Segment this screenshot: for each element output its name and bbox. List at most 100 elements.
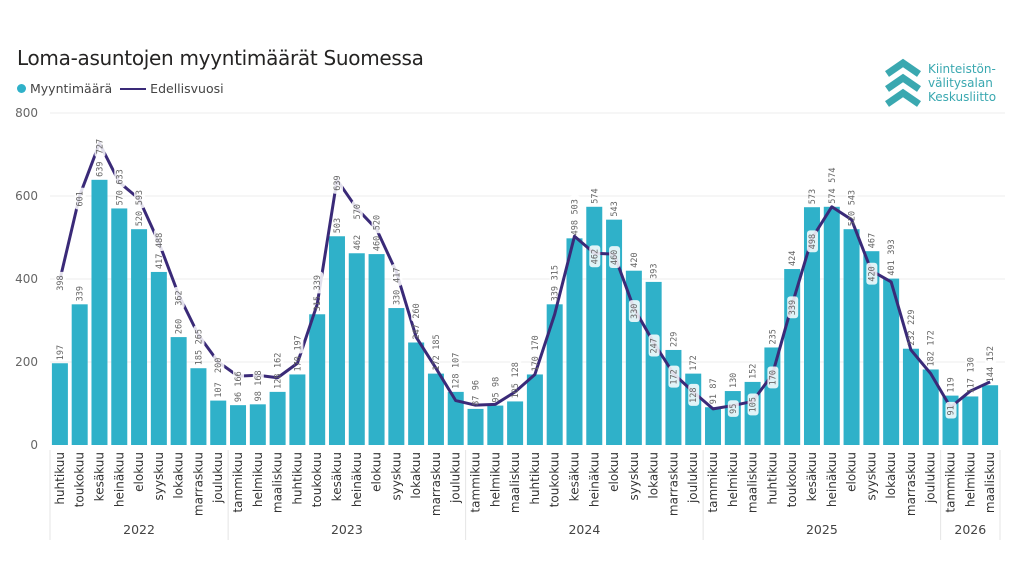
- line-label-text: 107: [452, 353, 462, 368]
- bar: [902, 348, 919, 445]
- line-value-label: 130: [965, 353, 977, 376]
- bar-value-label: 467: [867, 233, 877, 248]
- x-tick-label: huhtikuu: [528, 452, 542, 505]
- bar: [269, 391, 286, 445]
- bar-value-label: 119: [947, 377, 957, 392]
- line-value-label: 639: [331, 171, 343, 194]
- x-tick-label: elokuu: [370, 452, 384, 492]
- bar-value-label: 144: [986, 367, 996, 382]
- line-label-box: [589, 245, 601, 268]
- line-label-text: 398: [56, 275, 66, 290]
- line-label-text: 570: [353, 204, 363, 219]
- bar-value-label: 185: [194, 350, 204, 365]
- legend-line-swatch: [120, 87, 147, 90]
- line-value-label: 339: [787, 296, 799, 319]
- x-tick-label: toukokuu: [785, 452, 799, 507]
- line-label-text: 229: [907, 309, 917, 324]
- x-tick-label: lokakuu: [647, 452, 661, 499]
- line-label-box: [213, 354, 225, 376]
- line-label-box: [747, 393, 759, 416]
- bar-value-label: 170: [531, 356, 541, 371]
- bar: [388, 308, 405, 445]
- line-value-label: 339: [312, 271, 324, 294]
- year-label: 2023: [331, 522, 363, 537]
- line-value-label: 520: [371, 211, 383, 234]
- y-tick-label: 600: [15, 189, 38, 203]
- line-label-box: [292, 331, 304, 354]
- x-tick-label: kesäkuu: [330, 452, 344, 501]
- line-label-box: [846, 186, 858, 209]
- bar: [368, 254, 385, 445]
- line-label-text: 462: [590, 249, 600, 264]
- line-label-text: 503: [570, 199, 580, 214]
- y-tick-label: 400: [15, 272, 38, 286]
- x-tick-label: elokuu: [132, 452, 146, 492]
- bar-value-label: 460: [373, 236, 383, 251]
- bar: [150, 271, 167, 445]
- logo-line: Keskusliitto: [928, 90, 997, 104]
- bar-value-label: 130: [729, 373, 739, 388]
- line-label-text: 639: [333, 175, 343, 190]
- line-value-label: 503: [569, 195, 581, 218]
- line-label-box: [351, 200, 363, 223]
- line-label-text: 128: [511, 362, 521, 377]
- line-label-box: [708, 375, 720, 392]
- bar: [289, 374, 306, 445]
- x-tick-label: helmikuu: [726, 452, 740, 507]
- x-tick-label: marraskuu: [666, 452, 680, 516]
- x-tick-label: joulukuu: [211, 452, 225, 504]
- line-value-label: 107: [450, 349, 462, 371]
- line-label-box: [252, 366, 264, 389]
- bar: [467, 408, 484, 445]
- line-label-text: 172: [927, 330, 937, 345]
- line-label-box: [510, 358, 522, 381]
- bar: [170, 337, 187, 445]
- bar: [962, 396, 979, 445]
- line-label-box: [628, 300, 640, 322]
- x-tick-label: joulukuu: [686, 452, 700, 504]
- line-label-box: [945, 401, 957, 419]
- bar-value-label: 520: [135, 211, 145, 226]
- line-label-box: [905, 305, 917, 328]
- line-label-box: [727, 400, 739, 417]
- bar: [606, 219, 623, 445]
- line-value-label: 362: [173, 286, 185, 309]
- bar: [507, 401, 524, 445]
- line-label-text: 488: [155, 233, 165, 248]
- bar: [51, 363, 68, 445]
- line-value-label: 162: [272, 349, 284, 371]
- bar: [863, 251, 880, 445]
- bar: [131, 229, 148, 445]
- bar-value-label: 503: [333, 218, 343, 233]
- line-label-text: 247: [650, 338, 660, 353]
- line-label-text: 727: [95, 139, 105, 154]
- line-label-box: [688, 383, 700, 406]
- line-label-text: 420: [867, 266, 877, 281]
- bar: [823, 206, 840, 445]
- x-tick-label: toukokuu: [310, 452, 324, 507]
- x-tick-label: tammikuu: [231, 452, 245, 513]
- line-label-text: 162: [274, 353, 284, 368]
- bar-value-label: 330: [392, 290, 402, 305]
- line-label-box: [173, 286, 185, 309]
- bar-value-label: 573: [808, 189, 818, 204]
- line-label-text: 197: [293, 335, 303, 350]
- x-tick-label: elokuu: [845, 452, 859, 492]
- y-tick-label: 200: [15, 355, 38, 369]
- bar: [883, 278, 900, 445]
- line-label-box: [411, 299, 423, 322]
- x-tick-label: marraskuu: [191, 452, 205, 516]
- x-tick-label: heinäkuu: [350, 452, 364, 507]
- line-label-box: [985, 342, 997, 365]
- bar-value-label: 401: [887, 260, 897, 275]
- year-label: 2025: [806, 522, 838, 537]
- bar-value-label: 520: [848, 211, 858, 226]
- bar: [309, 314, 326, 445]
- year-label: 2026: [954, 522, 986, 537]
- x-tick-label: heinäkuu: [112, 452, 126, 507]
- x-tick-label: toukokuu: [73, 452, 87, 507]
- y-tick-label: 0: [30, 438, 38, 452]
- bar-value-label: 424: [788, 251, 798, 266]
- line-label-text: 339: [313, 275, 323, 290]
